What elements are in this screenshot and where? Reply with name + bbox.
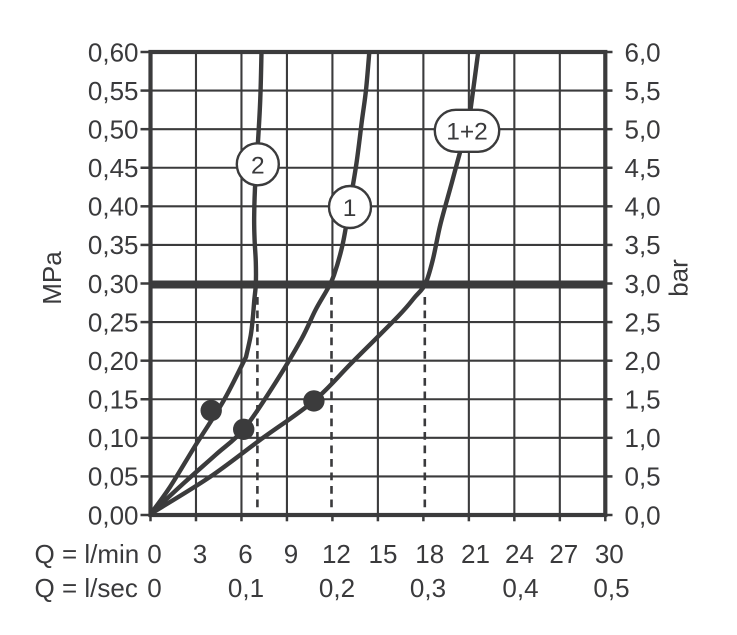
svg-text:0,60: 0,60 <box>88 37 139 67</box>
svg-text:0,0: 0,0 <box>625 500 661 530</box>
svg-text:30: 30 <box>595 539 624 569</box>
svg-text:1: 1 <box>343 195 357 222</box>
svg-text:2,5: 2,5 <box>625 307 661 337</box>
svg-text:0,10: 0,10 <box>88 423 139 453</box>
svg-text:27: 27 <box>549 539 578 569</box>
svg-text:0,05: 0,05 <box>88 462 139 492</box>
svg-text:Q = l/sec: Q = l/sec <box>35 573 138 603</box>
svg-text:5,5: 5,5 <box>625 76 661 106</box>
svg-text:0,35: 0,35 <box>88 230 139 260</box>
svg-text:0,4: 0,4 <box>502 573 538 603</box>
svg-text:Q = l/min: Q = l/min <box>35 539 140 569</box>
svg-text:4,5: 4,5 <box>625 153 661 183</box>
svg-text:0: 0 <box>147 573 161 603</box>
svg-text:15: 15 <box>369 539 398 569</box>
svg-text:0,40: 0,40 <box>88 192 139 222</box>
svg-text:bar: bar <box>664 259 694 297</box>
svg-text:2: 2 <box>251 152 265 179</box>
svg-text:6: 6 <box>238 539 252 569</box>
svg-text:0,00: 0,00 <box>88 500 139 530</box>
svg-text:6,0: 6,0 <box>625 37 661 67</box>
svg-text:0,5: 0,5 <box>593 573 629 603</box>
svg-text:0,15: 0,15 <box>88 385 139 415</box>
svg-text:3,5: 3,5 <box>625 230 661 260</box>
svg-text:0: 0 <box>147 539 161 569</box>
svg-text:0,45: 0,45 <box>88 153 139 183</box>
svg-text:3,0: 3,0 <box>625 269 661 299</box>
svg-text:2,0: 2,0 <box>625 346 661 376</box>
svg-text:0,20: 0,20 <box>88 346 139 376</box>
svg-text:0,50: 0,50 <box>88 115 139 145</box>
svg-text:4,0: 4,0 <box>625 192 661 222</box>
svg-text:1+2: 1+2 <box>446 118 488 145</box>
svg-text:0,2: 0,2 <box>319 573 355 603</box>
svg-text:0,30: 0,30 <box>88 269 139 299</box>
svg-text:21: 21 <box>461 539 490 569</box>
svg-text:0,3: 0,3 <box>410 573 446 603</box>
svg-text:24: 24 <box>505 539 534 569</box>
svg-text:0,1: 0,1 <box>228 573 264 603</box>
svg-text:3: 3 <box>193 539 207 569</box>
svg-text:1,0: 1,0 <box>625 423 661 453</box>
svg-text:5,0: 5,0 <box>625 115 661 145</box>
svg-text:0,55: 0,55 <box>88 76 139 106</box>
svg-text:9: 9 <box>284 539 298 569</box>
svg-text:12: 12 <box>322 539 351 569</box>
svg-text:18: 18 <box>415 539 444 569</box>
svg-text:MPa: MPa <box>37 251 67 305</box>
svg-text:0,5: 0,5 <box>625 462 661 492</box>
svg-text:0,25: 0,25 <box>88 307 139 337</box>
svg-text:1,5: 1,5 <box>625 385 661 415</box>
